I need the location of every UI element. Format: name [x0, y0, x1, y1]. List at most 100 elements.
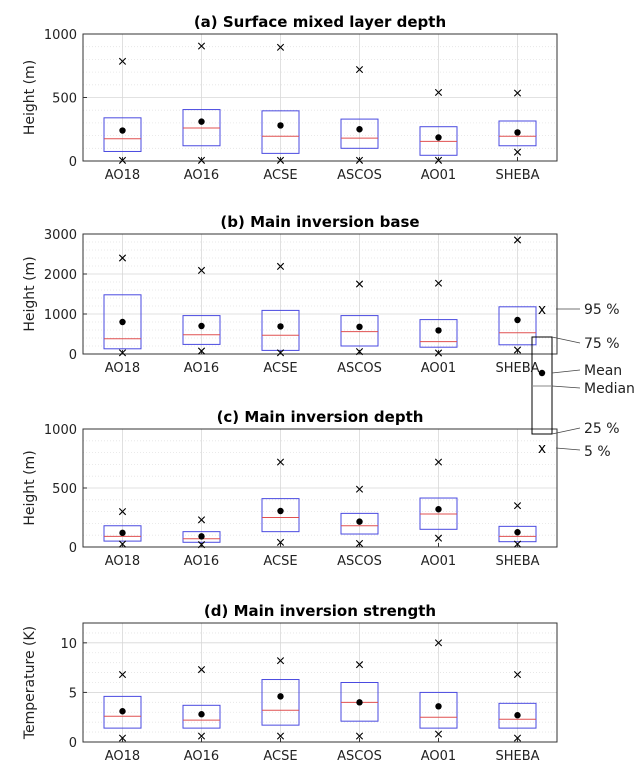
legend-median-leader: [551, 385, 581, 389]
p95-marker: [513, 89, 522, 97]
p95-marker: [118, 254, 127, 262]
legend-p75-leader: [551, 336, 581, 344]
y-axis-label: Height (m): [22, 256, 38, 331]
p95-marker-stroke: [197, 42, 206, 50]
box-ACSE: [261, 43, 300, 164]
p95-marker: [355, 661, 364, 669]
mean-marker: [435, 506, 442, 513]
legend-p25-leader: [551, 427, 581, 435]
p5-marker-stroke: [118, 349, 127, 357]
y-tick-label: 1000: [44, 423, 77, 438]
mean-marker: [277, 507, 284, 515]
box-ACSE: [261, 657, 300, 740]
x-tick-label: SHEBA: [495, 361, 539, 376]
mean-marker: [356, 126, 363, 133]
iqr-box: [261, 498, 300, 533]
x-tick-label: AO01: [421, 361, 456, 376]
box-SHEBA: [498, 89, 537, 156]
legend-p75-label: 75 %: [584, 336, 620, 352]
p5-marker-stroke: [355, 348, 364, 356]
p5-marker-stroke: [355, 732, 364, 740]
p5-marker: [276, 538, 285, 546]
box-AO16: [182, 266, 221, 355]
p5-marker-stroke: [355, 156, 364, 164]
legend-p25-label: 25 %: [584, 421, 620, 437]
mean-marker: [198, 118, 205, 125]
x-tick-label: AO16: [184, 361, 219, 376]
p95-marker: [355, 280, 364, 288]
p95-marker-stroke: [197, 266, 206, 274]
box-AO16: [182, 666, 221, 740]
box-AO16: [182, 516, 221, 549]
x-tick-label: AO18: [105, 168, 140, 183]
box-AO18: [103, 670, 142, 742]
box-AO16: [182, 42, 221, 164]
box-AO01: [419, 279, 458, 357]
p5-marker: [197, 156, 206, 164]
iqr-box: [498, 525, 537, 543]
mean-marker: [119, 529, 126, 537]
mean-marker: [435, 134, 442, 141]
iqr-box: [340, 315, 379, 347]
x-tick-label: AO16: [184, 554, 219, 569]
box-SHEBA: [498, 502, 537, 548]
mean-marker: [356, 699, 363, 706]
p5-marker: [434, 349, 443, 357]
p5-marker-stroke: [513, 540, 522, 548]
x-tick-label: ASCOS: [337, 168, 382, 183]
p5-marker-stroke: [118, 156, 127, 164]
p95-marker: [434, 279, 443, 287]
iqr-box: [498, 306, 537, 346]
iqr-box: [182, 704, 221, 729]
panel-3: 0 500 1000 AO18 AO16 ACSE ASCOS AO01 SHEBA (c) Ma…: [22, 408, 558, 569]
x-tick-label: AO01: [421, 168, 456, 183]
p95-marker: [513, 670, 522, 679]
mean-marker: [356, 518, 363, 525]
p95-marker-stroke: [276, 43, 285, 51]
p95-marker: [118, 57, 127, 65]
x-tick-label: ASCOS: [337, 361, 382, 376]
p95-marker: [118, 508, 127, 516]
mean-marker: [435, 327, 442, 334]
p95-marker-stroke: [513, 236, 522, 244]
x-tick-label: ASCOS: [337, 749, 382, 762]
p5-marker: [118, 734, 127, 742]
mean-marker: [277, 693, 284, 700]
y-tick-label: 0: [69, 736, 77, 751]
p95-marker-stroke: [118, 254, 127, 262]
y-tick-label: 0: [69, 541, 77, 556]
p95-marker: [434, 639, 443, 647]
axes-frame: [82, 233, 558, 355]
p95-marker: [276, 657, 285, 665]
p5-marker-stroke: [513, 346, 522, 354]
iqr-box: [103, 294, 142, 350]
box-AO18: [103, 57, 142, 164]
p95-marker-stroke: [355, 280, 364, 288]
p5-marker-stroke: [197, 347, 206, 355]
p95-marker: [434, 458, 443, 466]
iqr-box: [182, 315, 221, 345]
p5-marker-stroke: [434, 156, 443, 164]
x-tick-label: AO01: [421, 749, 456, 762]
x-tick-label: ACSE: [263, 554, 297, 569]
p5-marker-stroke: [118, 734, 127, 742]
iqr-box: [419, 691, 458, 729]
p5-marker: [118, 540, 127, 548]
p95-marker-stroke: [434, 279, 443, 287]
box-ASCOS: [340, 65, 379, 164]
p5-marker: [513, 734, 522, 742]
p95-marker-stroke: [513, 502, 522, 510]
p5-marker: [355, 348, 364, 356]
legend-p5-label: 5 %: [584, 444, 611, 460]
box-ACSE: [261, 458, 300, 546]
p95-marker: [276, 262, 285, 270]
box-ACSE: [261, 262, 300, 357]
iqr-box: [103, 695, 142, 729]
mean-marker: [198, 322, 205, 330]
panel-2: 0 1000 2000 3000 AO18 AO16 ACSE ASCOS AO01 SHEBA (…: [22, 213, 558, 376]
p5-marker-stroke: [276, 349, 285, 357]
mean-marker: [435, 703, 442, 710]
p5-marker: [434, 534, 443, 542]
box-ASCOS: [340, 280, 379, 356]
